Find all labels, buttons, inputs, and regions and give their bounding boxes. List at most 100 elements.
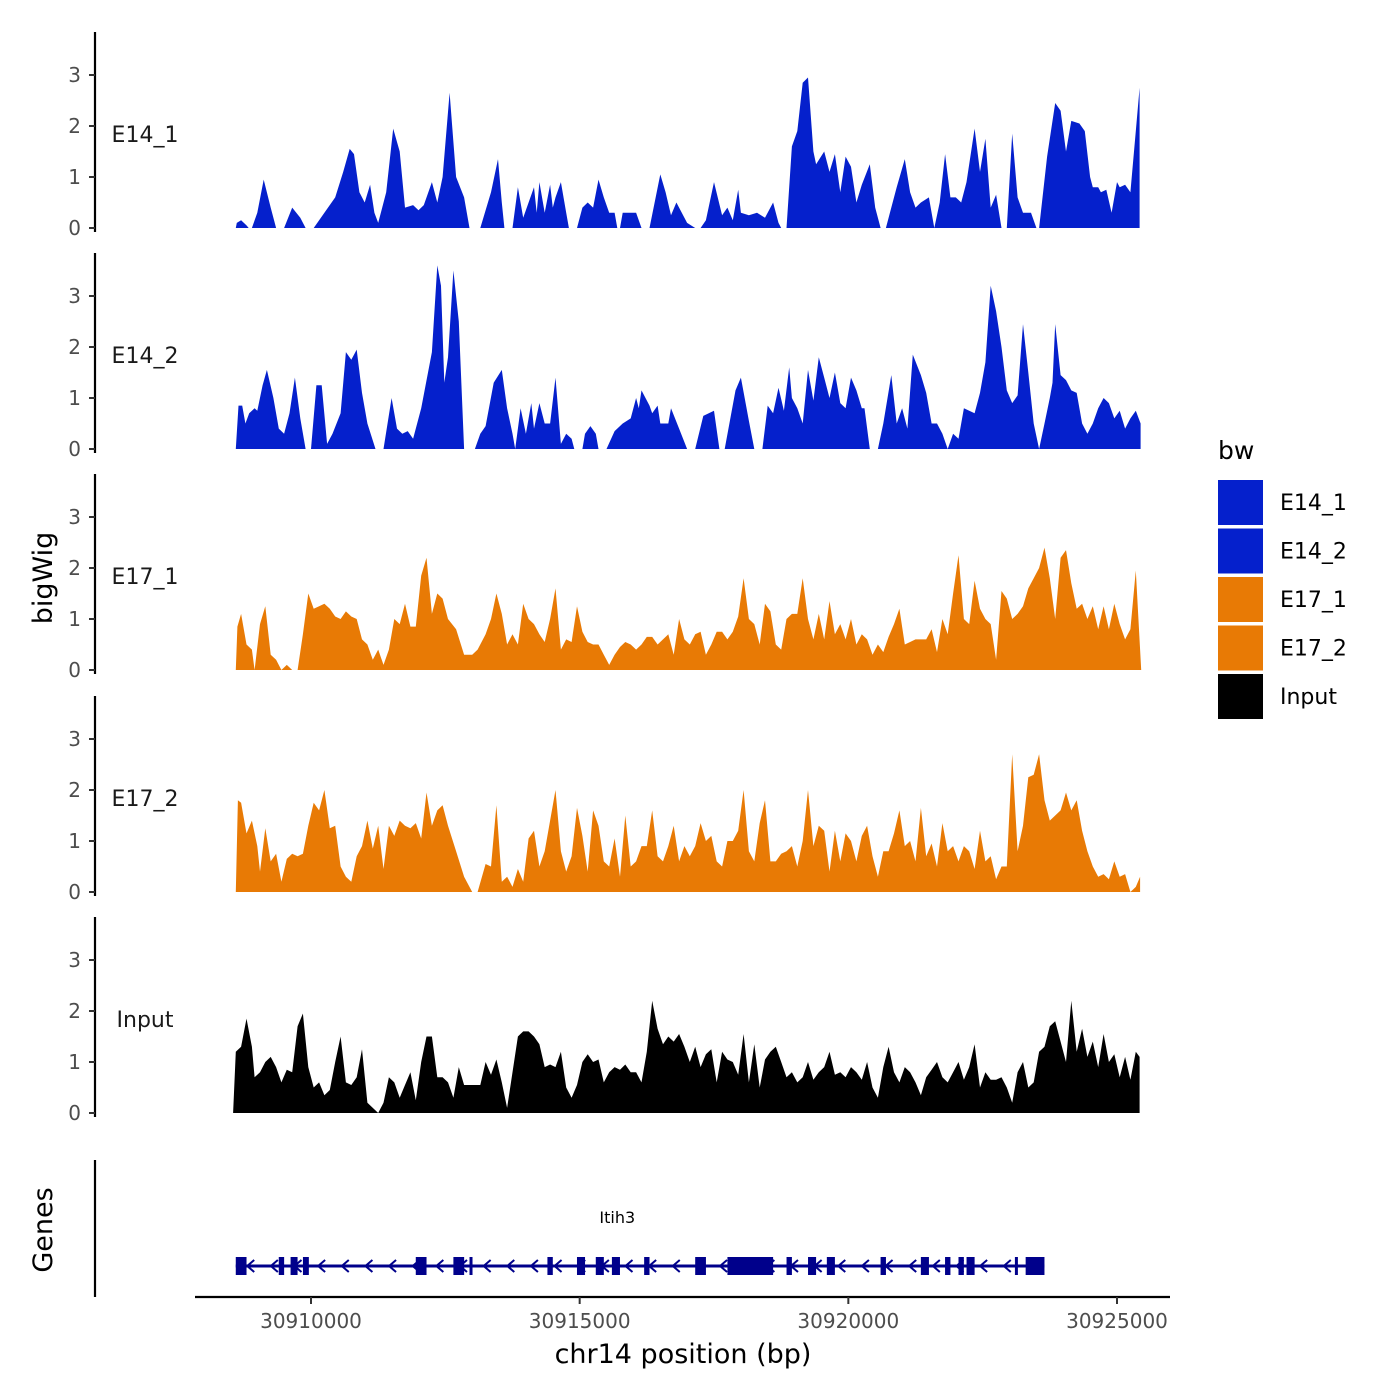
strand-arrow bbox=[718, 1259, 728, 1273]
track-label: E17_2 bbox=[112, 787, 179, 812]
legend-label: E17_2 bbox=[1280, 637, 1347, 662]
exon bbox=[786, 1257, 792, 1275]
legend-item-e14_2: E14_2 bbox=[1218, 528, 1347, 574]
x-tick-label: 30910000 bbox=[260, 1309, 362, 1333]
exon bbox=[695, 1257, 706, 1275]
exon bbox=[415, 1257, 427, 1275]
strand-arrow bbox=[269, 1259, 279, 1273]
track-label: E14_1 bbox=[112, 123, 179, 148]
legend-item-e17_2: E17_2 bbox=[1218, 625, 1347, 671]
strand-arrow bbox=[245, 1259, 255, 1273]
strand-arrow bbox=[482, 1259, 492, 1273]
exon bbox=[958, 1257, 964, 1275]
genes-panel: Itih3 bbox=[93, 1160, 1045, 1297]
exon bbox=[595, 1257, 604, 1275]
exon bbox=[920, 1257, 929, 1275]
exon bbox=[469, 1257, 473, 1275]
gene-itih3: Itih3 bbox=[235, 1208, 1045, 1275]
x-tick-label: 30920000 bbox=[797, 1309, 899, 1333]
track-e17_2: 0 1 2 3 E17_2 bbox=[68, 696, 1141, 904]
legend-item-input: Input bbox=[1218, 674, 1337, 719]
exon bbox=[880, 1257, 886, 1275]
strand-arrow bbox=[316, 1259, 326, 1273]
y-tick-label: 3 bbox=[68, 63, 81, 87]
exon bbox=[235, 1257, 247, 1275]
y-tick-label: 3 bbox=[68, 284, 81, 308]
coverage-area-input bbox=[233, 1000, 1140, 1113]
coverage-area-e17_2 bbox=[235, 754, 1141, 892]
strand-arrow bbox=[434, 1259, 444, 1273]
y-tick-label: 1 bbox=[68, 165, 81, 189]
exon bbox=[547, 1257, 553, 1275]
coverage-area-e14_1 bbox=[235, 77, 1140, 228]
strand-arrow bbox=[553, 1259, 563, 1273]
strand-arrow bbox=[623, 1259, 634, 1273]
exon bbox=[1014, 1257, 1018, 1275]
track-e14_1: 0 1 2 3 E14_1 bbox=[68, 32, 1140, 240]
coverage-area-e17_1 bbox=[235, 547, 1142, 670]
y-tick-label: 0 bbox=[68, 1101, 81, 1125]
legend-label: Input bbox=[1280, 685, 1337, 710]
y-axis-title: bigWig bbox=[28, 532, 59, 625]
legend-item-e14_1: E14_1 bbox=[1218, 480, 1347, 525]
strand-arrow bbox=[340, 1259, 350, 1273]
strand-arrow bbox=[836, 1259, 846, 1273]
strand-arrow bbox=[931, 1259, 941, 1273]
y-tick-label: 3 bbox=[68, 727, 81, 751]
track-label: Input bbox=[117, 1008, 174, 1033]
y-tick-label: 2 bbox=[68, 778, 81, 802]
strand-arrow bbox=[860, 1259, 870, 1273]
y-tick-label: 2 bbox=[68, 556, 81, 580]
strand-arrow bbox=[671, 1259, 681, 1273]
strand-arrow bbox=[1002, 1259, 1012, 1273]
exon bbox=[576, 1257, 586, 1275]
y-tick-label: 1 bbox=[68, 386, 81, 410]
legend-swatch bbox=[1218, 674, 1263, 719]
exon bbox=[966, 1257, 975, 1275]
y-tick-label: 1 bbox=[68, 607, 81, 631]
y-tick-label: 0 bbox=[68, 216, 81, 240]
track-e17_1: 0 1 2 3 E17_1 bbox=[68, 474, 1142, 682]
y-tick-label: 1 bbox=[68, 829, 81, 853]
track-label: E14_2 bbox=[112, 344, 179, 369]
exon bbox=[453, 1257, 465, 1275]
strand-arrow bbox=[978, 1259, 988, 1273]
exon bbox=[1025, 1257, 1045, 1275]
exon bbox=[644, 1257, 650, 1275]
exon bbox=[826, 1257, 835, 1275]
exon bbox=[302, 1257, 309, 1275]
legend-swatch bbox=[1218, 528, 1263, 574]
y-tick-label: 0 bbox=[68, 880, 81, 904]
tracks: 0 1 2 3 E14_1 0 1 2 3 E14_2 0 1 2 3 E17_1 0 1 2 3 E17_2 0 1 2 3… bbox=[68, 32, 1142, 1125]
gene-label: Itih3 bbox=[599, 1208, 635, 1227]
y-tick-label: 2 bbox=[68, 114, 81, 138]
legend: bw E14_1 E14_2 E17_1 E17_2 Input bbox=[1218, 436, 1347, 719]
y-tick-label: 0 bbox=[68, 658, 81, 682]
x-axis-title: chr14 position (bp) bbox=[555, 1339, 812, 1370]
strand-arrow bbox=[363, 1259, 374, 1273]
y-tick-label: 2 bbox=[68, 335, 81, 359]
x-axis: 30910000 30915000 30920000 30925000 bbox=[195, 1295, 1170, 1333]
x-tick-label: 30915000 bbox=[529, 1309, 631, 1333]
legend-label: E14_2 bbox=[1280, 540, 1347, 565]
legend-label: E17_1 bbox=[1280, 588, 1347, 613]
legend-item-e17_1: E17_1 bbox=[1218, 577, 1347, 622]
track-e14_2: 0 1 2 3 E14_2 bbox=[68, 253, 1141, 461]
strand-arrow bbox=[505, 1259, 515, 1273]
y-tick-label: 3 bbox=[68, 505, 81, 529]
exon bbox=[611, 1257, 620, 1275]
y-tick-label: 0 bbox=[68, 437, 81, 461]
track-label: E17_1 bbox=[112, 565, 179, 590]
exon bbox=[808, 1257, 817, 1275]
strand-arrow bbox=[387, 1259, 397, 1273]
legend-swatch bbox=[1218, 577, 1263, 622]
legend-swatch bbox=[1218, 480, 1263, 525]
genes-panel-title: Genes bbox=[28, 1187, 59, 1272]
y-tick-label: 3 bbox=[68, 948, 81, 972]
exon bbox=[290, 1257, 298, 1275]
coverage-area-e14_2 bbox=[235, 265, 1141, 449]
track-input: 0 1 2 3 Input bbox=[68, 917, 1140, 1125]
legend-label: E14_1 bbox=[1280, 491, 1347, 516]
legend-swatch bbox=[1218, 625, 1263, 671]
